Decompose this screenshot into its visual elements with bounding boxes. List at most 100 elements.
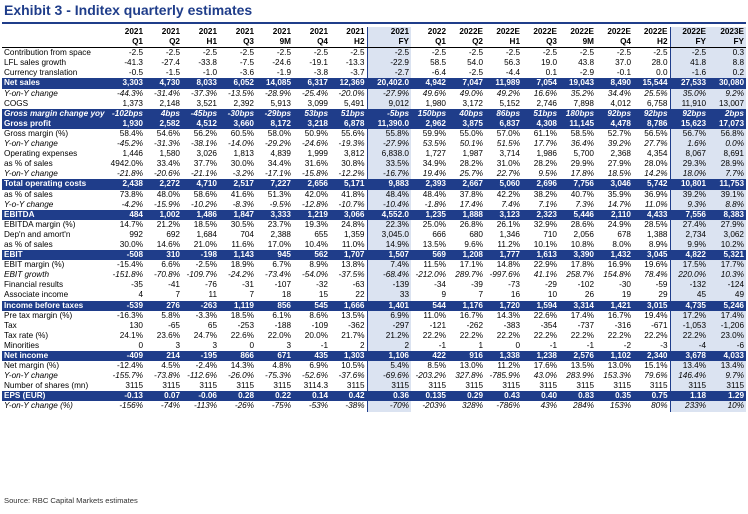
table-cell: 6.7% bbox=[272, 260, 291, 270]
table-cell: -109.7% bbox=[186, 270, 218, 280]
table-cell: 1,176 bbox=[448, 300, 485, 311]
table-cell: 1,777 bbox=[485, 250, 522, 261]
table-cell: 3,026 bbox=[196, 149, 218, 159]
table-cell: 3115 bbox=[346, 381, 365, 391]
table-cell: 3,390 bbox=[559, 250, 596, 261]
table-cell: 1,930 bbox=[108, 118, 145, 129]
table-cell: 130 bbox=[129, 320, 143, 330]
table-cell: -27.9% bbox=[366, 88, 411, 99]
table-cell: 8,691 bbox=[708, 149, 746, 160]
table-cell: -1 bbox=[438, 340, 446, 350]
table-cell: -297 bbox=[366, 320, 411, 331]
table-cell: 3 bbox=[175, 340, 180, 350]
table-cell: 6.1% bbox=[272, 310, 291, 320]
table-cell: 23.6% bbox=[156, 330, 180, 340]
table-cell: 53bps bbox=[293, 108, 330, 119]
table-cell: 17.7% bbox=[708, 260, 746, 271]
table-cell: 17.5% bbox=[669, 260, 708, 271]
table-cell: -0.13 bbox=[108, 391, 145, 402]
table-cell: 8.5% bbox=[427, 361, 446, 371]
table-cell: 17.6% bbox=[533, 361, 557, 371]
table-cell: 710 bbox=[543, 229, 557, 239]
table-cell: -37.3% bbox=[191, 88, 217, 98]
table-cell: 56.8% bbox=[708, 128, 746, 140]
table-cell: 7,556 bbox=[669, 209, 708, 220]
table-cell: 8,172 bbox=[256, 118, 293, 129]
table-cell: 0.2 bbox=[708, 68, 746, 79]
table-cell: 310 bbox=[145, 250, 182, 261]
header-year: 2022E bbox=[533, 27, 557, 36]
table-cell: -45bps bbox=[182, 108, 219, 119]
table-cell: 3115 bbox=[576, 381, 594, 391]
table-cell: 41.1% bbox=[533, 270, 557, 280]
table-cell: 6,838.0 bbox=[366, 149, 411, 160]
table-cell: 27,533 bbox=[669, 78, 708, 89]
row-label: as % of sales bbox=[4, 159, 53, 169]
table-cell: -112.6% bbox=[187, 371, 217, 381]
table-cell: -2.7 bbox=[366, 68, 411, 79]
table-cell: -38% bbox=[345, 401, 365, 411]
table-cell: -29 bbox=[545, 280, 557, 290]
table-cell: 23.0% bbox=[708, 330, 746, 341]
table-row: EBIT -508 310 -198 1,143 945 562 1,707 1,507 569 1… bbox=[2, 250, 746, 261]
table-row: Number of shares (mn) 3115 3115 3115 3115 311… bbox=[2, 381, 746, 392]
table-cell: 13.5% bbox=[341, 310, 365, 320]
table-cell: 4,033 bbox=[708, 351, 746, 362]
table-row: Y-on-Y change -44.3% -31.4% -37.3% -13.5% -28… bbox=[2, 88, 746, 99]
table-cell: 5.4% bbox=[366, 361, 411, 372]
table-cell: -2.5 bbox=[128, 48, 143, 58]
table-cell: 3,046 bbox=[596, 179, 633, 190]
header-period: H1 bbox=[182, 37, 219, 49]
table-cell: 54.6% bbox=[156, 128, 180, 138]
table-cell: 14.8% bbox=[496, 260, 520, 270]
table-cell: 22.2% bbox=[533, 330, 557, 340]
table-cell: 3,314 bbox=[559, 300, 596, 311]
table-cell: 29 bbox=[658, 290, 668, 300]
table-cell: -13.5% bbox=[228, 88, 254, 98]
table-cell: 2,667 bbox=[448, 179, 485, 190]
table-cell: 28.5% bbox=[644, 219, 668, 229]
table-row: EBITDA margin (%) 14.7% 21.2% 18.5% 30.5% 23.… bbox=[2, 219, 746, 230]
row-label: Total operating costs bbox=[2, 179, 108, 190]
table-cell: -2.5 bbox=[165, 48, 180, 58]
table-cell: 24.8% bbox=[341, 219, 365, 229]
table-cell: -37.6% bbox=[338, 371, 365, 381]
table-cell: 54.0 bbox=[467, 58, 483, 68]
header-year: 2021 bbox=[272, 27, 291, 36]
table-cell: 856 bbox=[256, 300, 293, 311]
table-cell: 9.6% bbox=[464, 239, 483, 249]
table-cell: 22.3% bbox=[366, 219, 411, 230]
table-cell: 1,106 bbox=[366, 351, 411, 362]
table-cell: 5,913 bbox=[270, 98, 292, 108]
table-cell: 28.9% bbox=[708, 159, 746, 170]
table-cell: 17,073 bbox=[708, 118, 746, 129]
table-cell: 9 bbox=[441, 290, 446, 300]
table-cell: 7.3% bbox=[575, 199, 594, 209]
table-cell: -30bps bbox=[219, 108, 256, 119]
table-cell: 42.0% bbox=[304, 189, 328, 199]
table-cell: 48.4% bbox=[422, 189, 446, 199]
row-label: Net sales bbox=[2, 78, 108, 89]
table-cell: 27.7% bbox=[644, 139, 668, 149]
table-cell: 1,666 bbox=[330, 300, 367, 311]
table-cell: 0 bbox=[515, 340, 520, 350]
table-cell: 5,446 bbox=[559, 209, 596, 220]
table-cell: 41.8% bbox=[341, 189, 365, 199]
table-cell: -15.8% bbox=[302, 169, 328, 179]
table-cell: 2,582 bbox=[145, 118, 182, 129]
table-cell: 41.6% bbox=[230, 189, 254, 199]
row-label: Tax bbox=[4, 320, 17, 330]
table-cell: 22.2% bbox=[669, 330, 708, 341]
table-cell: 55.8% bbox=[366, 128, 411, 140]
table-cell: -39 bbox=[471, 280, 483, 290]
table-cell: 25.5% bbox=[644, 88, 668, 98]
table-cell: 7,898 bbox=[573, 98, 595, 108]
table-cell: -2.5 bbox=[366, 47, 411, 59]
table-cell: 18.5% bbox=[193, 219, 217, 229]
table-cell: 9.9% bbox=[669, 239, 708, 251]
table-cell: -38.1% bbox=[191, 139, 217, 149]
table-cell: 5,152 bbox=[499, 98, 521, 108]
table-cell: 92bps bbox=[633, 108, 670, 119]
table-cell: -2.5 bbox=[350, 48, 365, 58]
table-cell: 37.7% bbox=[193, 159, 217, 169]
